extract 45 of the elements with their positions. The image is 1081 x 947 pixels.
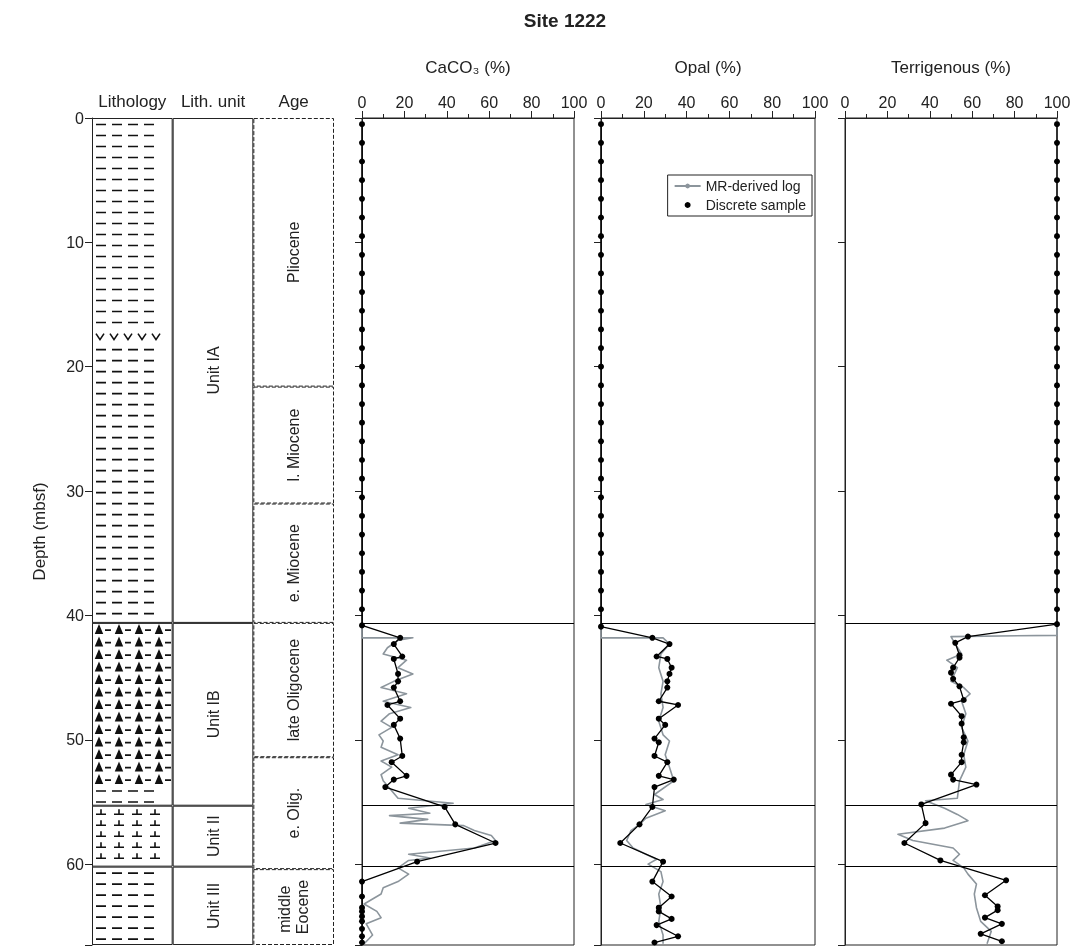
x-tick-label: 20	[395, 93, 414, 111]
y-tick-label: 30	[66, 482, 85, 500]
x-tick-label: 0	[840, 93, 850, 111]
series-label: Unit III	[204, 882, 222, 929]
x-tick-label: 40	[437, 93, 456, 111]
y-tick-label: 40	[66, 606, 85, 624]
x-axis-title: Terrigenous (%)	[891, 58, 1011, 77]
series-label: l. Miocene	[285, 408, 303, 482]
y-tick-label: 0	[75, 109, 85, 127]
y-tick-label: 50	[66, 731, 85, 749]
x-tick-label: 80	[763, 93, 782, 111]
x-tick-label: 80	[522, 93, 541, 111]
x-tick-label: Lith. unit	[180, 92, 246, 111]
y-axis-title: Depth (mbsf)	[30, 482, 49, 581]
series-label: late Oligocene	[285, 638, 303, 742]
x-tick-label: 20	[878, 93, 897, 111]
legend-label: Discrete sample	[705, 197, 807, 213]
x-tick-label: 80	[1005, 93, 1024, 111]
x-tick-label: 100	[1043, 93, 1071, 111]
x-tick-label: 60	[963, 93, 982, 111]
x-tick-label: 60	[480, 93, 499, 111]
x-axis-title: Opal (%)	[674, 58, 742, 77]
series-label: Pliocene	[285, 221, 303, 283]
x-tick-label: 40	[920, 93, 939, 111]
series-label: Unit IA	[204, 346, 222, 395]
series-label: middle Eocene	[276, 879, 312, 935]
x-tick-label: 60	[720, 93, 739, 111]
series-label: Unit IB	[204, 690, 222, 739]
x-tick-label: 0	[357, 93, 367, 111]
x-tick-label: 100	[801, 93, 829, 111]
x-tick-label: 40	[677, 93, 696, 111]
legend-label: MR-derived log	[705, 178, 801, 194]
x-tick-label: Age	[278, 92, 309, 111]
x-tick-label: 0	[596, 93, 606, 111]
x-tick-label: 20	[634, 93, 653, 111]
y-tick-label: 10	[66, 233, 85, 251]
series-label: e. Miocene	[285, 523, 303, 603]
x-tick-label: 100	[560, 93, 588, 111]
series-label: e. Olig.	[285, 787, 303, 839]
chart-title: Site 1222	[523, 10, 607, 31]
y-tick-label: 20	[66, 358, 85, 376]
y-tick-label: 60	[66, 855, 85, 873]
x-tick-label: Lithology	[98, 92, 167, 111]
x-axis-title: CaCO₃ (%)	[425, 58, 511, 77]
series-label: Unit II	[204, 815, 222, 858]
